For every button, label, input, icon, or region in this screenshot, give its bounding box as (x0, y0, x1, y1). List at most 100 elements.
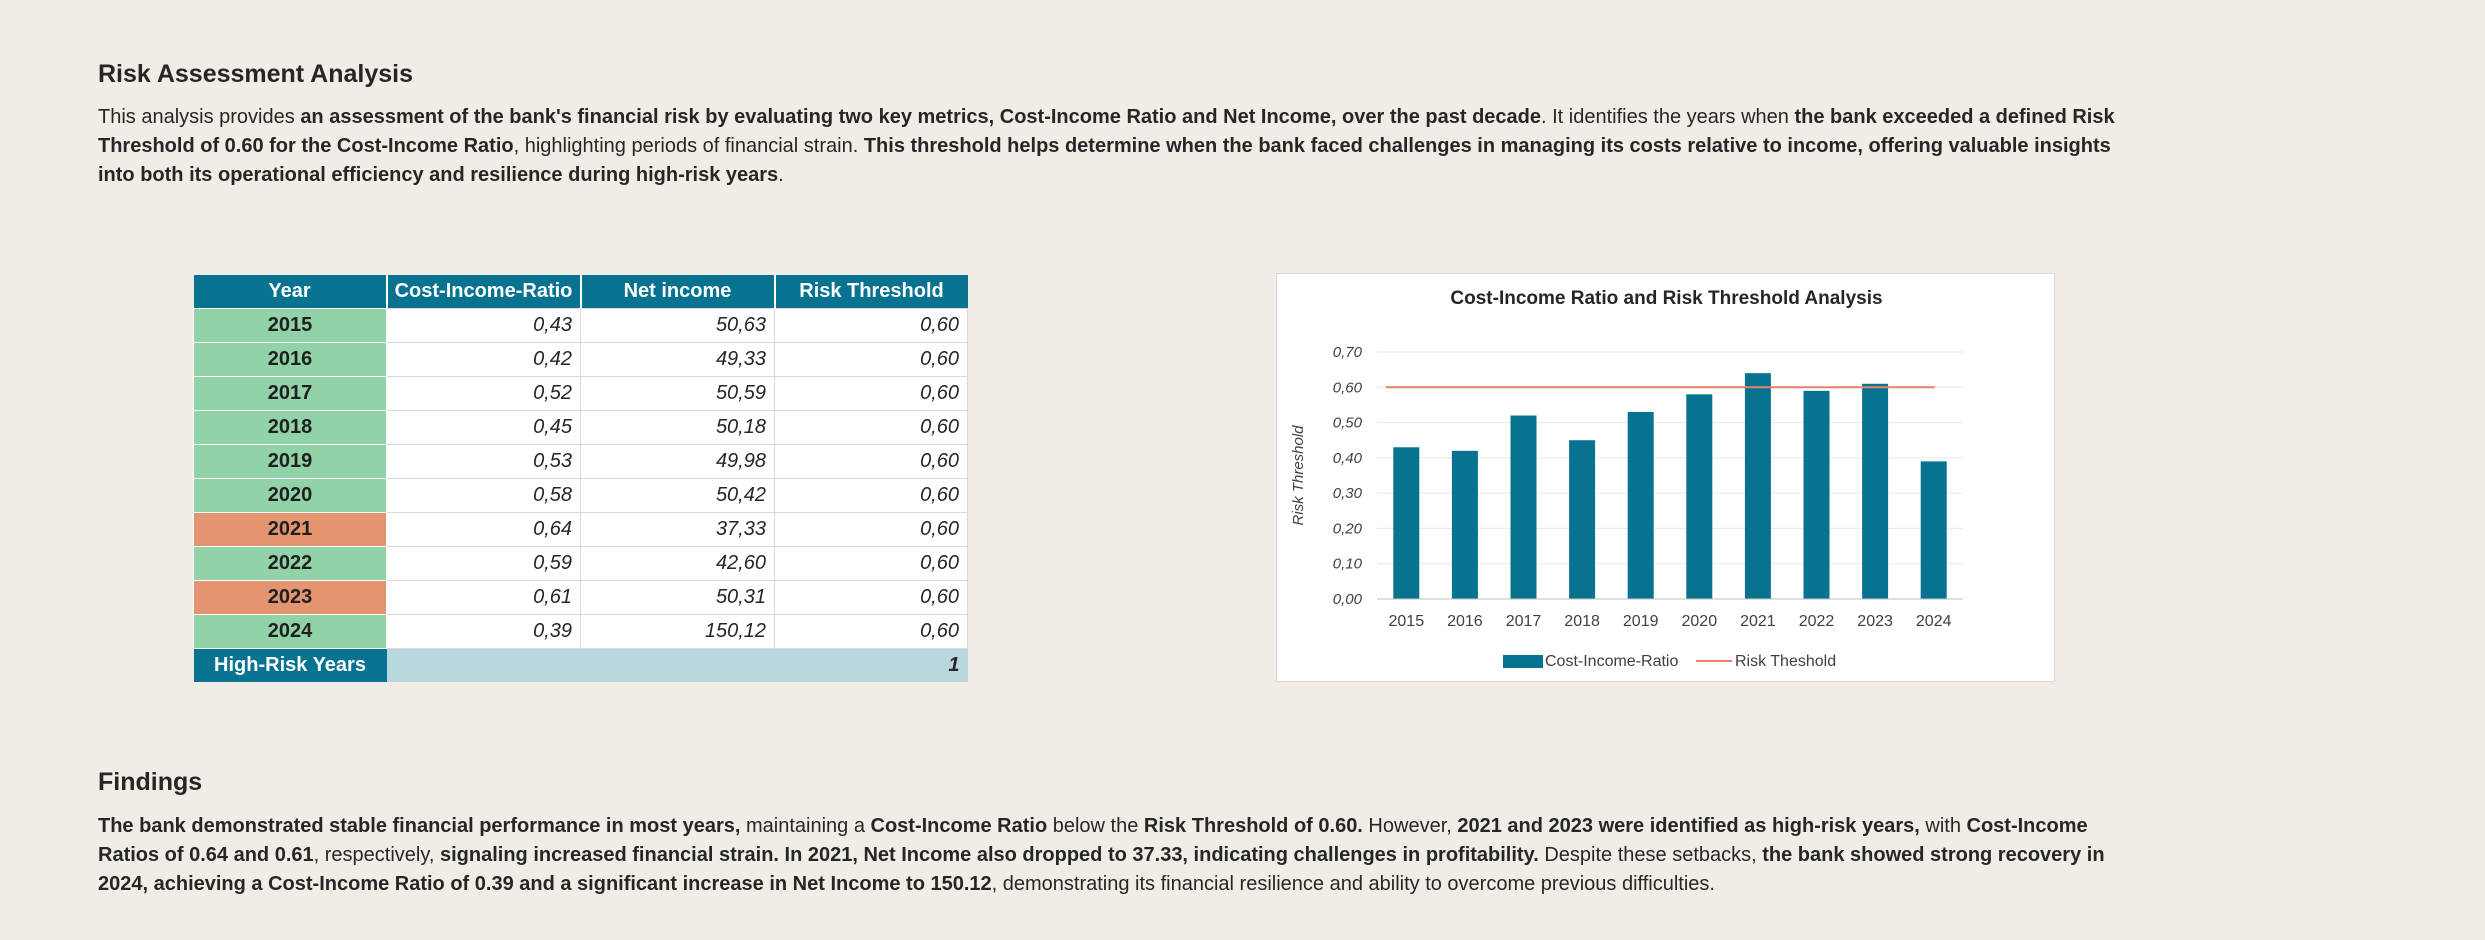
high-risk-years-label[interactable]: High-Risk Years (193, 648, 387, 682)
findings-bold-1: The bank demonstrated stable financial p… (98, 815, 741, 837)
table-row: 2018 0,45 50,18 0,60 (193, 409, 968, 445)
intro-text-1: This analysis provides (98, 106, 301, 128)
table-row: 2021 0,64 37,33 0,60 (193, 511, 968, 547)
cell-risk-threshold[interactable]: 0,60 (774, 341, 968, 377)
cell-year[interactable]: 2020 (193, 477, 387, 513)
findings-title: Findings (98, 768, 203, 796)
cell-risk-threshold[interactable]: 0,60 (774, 511, 968, 547)
findings-paragraph: The bank demonstrated stable financial p… (98, 812, 2138, 899)
y-tick-label: 0,60 (1333, 379, 1363, 396)
cell-year[interactable]: 2018 (193, 409, 387, 445)
bar-2018[interactable] (1569, 440, 1596, 599)
cell-net-income[interactable]: 50,59 (580, 375, 775, 411)
risk-table: Year Cost-Income-Ratio Net income Risk T… (193, 275, 968, 682)
bar-2020[interactable] (1686, 394, 1713, 599)
findings-bold-7: the bank showed strong recovery in 2024,… (98, 844, 2105, 895)
bar-2023[interactable] (1862, 383, 1889, 599)
cell-net-income[interactable]: 50,42 (580, 477, 775, 513)
cell-cost-income-ratio[interactable]: 0,52 (386, 375, 581, 411)
table-row: 2023 0,61 50,31 0,60 (193, 579, 968, 615)
legend-label-risk-threshold[interactable]: Risk Theshold (1735, 653, 1836, 670)
cell-net-income[interactable]: 42,60 (580, 545, 775, 581)
x-tick-label: 2018 (1564, 613, 1600, 630)
header-net-income[interactable]: Net income (580, 275, 776, 308)
x-tick-label: 2022 (1799, 613, 1835, 630)
bar-2017[interactable] (1510, 415, 1537, 599)
findings-text-1: maintaining a (740, 815, 871, 837)
findings-bold-5: Cost-Income Ratios of 0.64 and 0.61 (98, 815, 2088, 866)
cell-cost-income-ratio[interactable]: 0,43 (386, 307, 581, 343)
header-risk-threshold[interactable]: Risk Threshold (774, 275, 968, 308)
findings-text-2: below the (1047, 815, 1144, 837)
legend-swatch-cost-income-ratio (1503, 655, 1543, 668)
chart-title[interactable]: Cost-Income Ratio and Risk Threshold Ana… (1450, 288, 1882, 309)
y-tick-label: 0,10 (1333, 556, 1363, 573)
bar-2024[interactable] (1920, 461, 1947, 599)
cell-year[interactable]: 2016 (193, 341, 387, 377)
cell-year[interactable]: 2015 (193, 307, 387, 343)
y-tick-label: 0,30 (1333, 485, 1363, 502)
cell-cost-income-ratio[interactable]: 0,58 (386, 477, 581, 513)
cell-year[interactable]: 2024 (193, 613, 387, 649)
page-title: Risk Assessment Analysis (98, 60, 413, 88)
intro-bold-2: the bank exceeded a defined Risk Thresho… (98, 106, 2115, 157)
cell-cost-income-ratio[interactable]: 0,64 (386, 511, 581, 547)
table-header-row: Year Cost-Income-Ratio Net income Risk T… (193, 275, 968, 308)
cell-risk-threshold[interactable]: 0,60 (774, 443, 968, 479)
cell-net-income[interactable]: 50,18 (580, 409, 775, 445)
x-tick-label: 2020 (1682, 613, 1718, 630)
findings-bold-3: Risk Threshold of 0.60. (1143, 815, 1363, 837)
x-tick-label: 2021 (1740, 613, 1776, 630)
table-row: 2019 0,53 49,98 0,60 (193, 443, 968, 479)
y-tick-label: 0,50 (1333, 415, 1363, 432)
cell-cost-income-ratio[interactable]: 0,39 (386, 613, 581, 649)
cell-risk-threshold[interactable]: 0,60 (774, 477, 968, 513)
cell-net-income[interactable]: 50,31 (580, 579, 775, 615)
table-row: 2016 0,42 49,33 0,60 (193, 341, 968, 377)
summary-row: High-Risk Years 1 (193, 648, 968, 682)
cell-net-income[interactable]: 49,98 (580, 443, 775, 479)
intro-bold-1: an assessment of the bank's financial ri… (300, 106, 1542, 128)
y-tick-label: 0,00 (1333, 591, 1363, 608)
legend-label-cost-income-ratio[interactable]: Cost-Income-Ratio (1545, 653, 1678, 670)
cell-cost-income-ratio[interactable]: 0,53 (386, 443, 581, 479)
cell-net-income[interactable]: 150,12 (580, 613, 775, 649)
bar-2015[interactable] (1393, 447, 1420, 599)
header-cost-income-ratio[interactable]: Cost-Income-Ratio (386, 275, 582, 308)
bar-2022[interactable] (1803, 390, 1830, 599)
cell-risk-threshold[interactable]: 0,60 (774, 409, 968, 445)
bar-2021[interactable] (1744, 373, 1771, 599)
cell-year[interactable]: 2017 (193, 375, 387, 411)
cell-cost-income-ratio[interactable]: 0,59 (386, 545, 581, 581)
bar-2016[interactable] (1451, 450, 1478, 599)
table-row: 2015 0,43 50,63 0,60 (193, 307, 968, 343)
cell-risk-threshold[interactable]: 0,60 (774, 307, 968, 343)
findings-text-4: with (1919, 815, 1967, 837)
cell-net-income[interactable]: 50,63 (580, 307, 775, 343)
intro-bold-3: This threshold helps determine when the … (98, 135, 2111, 186)
table-row: 2022 0,59 42,60 0,60 (193, 545, 968, 581)
cell-year[interactable]: 2021 (193, 511, 387, 547)
cell-cost-income-ratio[interactable]: 0,45 (386, 409, 581, 445)
chart-container[interactable]: Cost-Income Ratio and Risk Threshold Ana… (1276, 273, 2055, 682)
header-year[interactable]: Year (193, 275, 388, 308)
cell-risk-threshold[interactable]: 0,60 (774, 613, 968, 649)
x-tick-label: 2017 (1506, 613, 1542, 630)
x-tick-label: 2024 (1916, 613, 1952, 630)
bar-2019[interactable] (1627, 411, 1654, 599)
intro-text-2: . It identifies the years when (1541, 106, 1795, 128)
cell-risk-threshold[interactable]: 0,60 (774, 375, 968, 411)
cell-net-income[interactable]: 37,33 (580, 511, 775, 547)
cell-net-income[interactable]: 49,33 (580, 341, 775, 377)
cell-risk-threshold[interactable]: 0,60 (774, 545, 968, 581)
findings-text-3: However, (1362, 815, 1458, 837)
cell-cost-income-ratio[interactable]: 0,42 (386, 341, 581, 377)
high-risk-years-value[interactable]: 1 (386, 648, 968, 682)
cell-year[interactable]: 2022 (193, 545, 387, 581)
cell-year[interactable]: 2023 (193, 579, 387, 615)
x-tick-label: 2023 (1857, 613, 1893, 630)
findings-text-6: Despite these setbacks, (1538, 844, 1763, 866)
cell-cost-income-ratio[interactable]: 0,61 (386, 579, 581, 615)
cell-risk-threshold[interactable]: 0,60 (774, 579, 968, 615)
cell-year[interactable]: 2019 (193, 443, 387, 479)
